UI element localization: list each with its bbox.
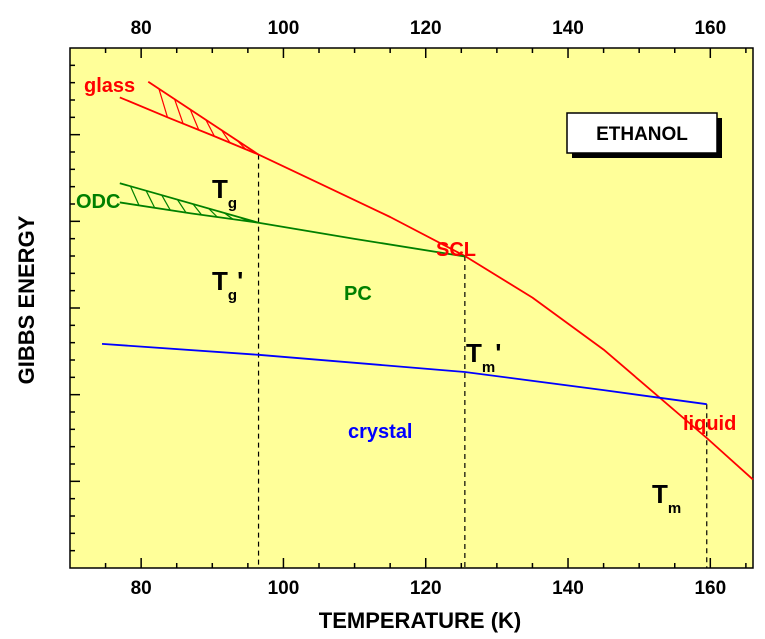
ODC-extrapolation-line: [119, 182, 259, 224]
x-tick-label-bottom: 100: [268, 578, 300, 599]
x-tick-labels-top: 80 100 120 140 160: [131, 18, 727, 39]
x-tick-label-bottom: 80: [131, 578, 152, 599]
liquid-label: liquid: [683, 413, 736, 435]
glass-extrapolation-line: [147, 81, 260, 156]
hatch-line: [205, 119, 215, 137]
x-tick-label-top: 120: [410, 18, 442, 39]
SCL-curve: [258, 153, 754, 481]
x-tick-label-bottom: 140: [552, 578, 584, 599]
x-tick-label-top: 140: [552, 18, 584, 39]
PC-curve: [258, 221, 466, 258]
hatch-line: [145, 190, 156, 209]
x-tick-label-top: 80: [131, 18, 152, 39]
y-axis-title: GIBBS ENERGY: [14, 215, 39, 384]
curves: [101, 81, 754, 481]
x-tick-labels-bottom: 80 100 120 140 160: [131, 578, 727, 599]
hatch-line: [221, 129, 231, 144]
transition-dashed-lines: [257, 154, 708, 568]
ODC-curve: [119, 201, 259, 224]
tg-label: Tg: [212, 174, 237, 212]
hatch-line: [174, 98, 184, 124]
glass-curve: [119, 96, 259, 156]
hatch-line: [161, 194, 171, 211]
hatch-line: [208, 208, 218, 218]
pc-label: PC: [344, 283, 372, 305]
crystal-label: crystal: [348, 421, 413, 443]
x-tick-label-bottom: 160: [694, 578, 726, 599]
hatch-line: [189, 109, 200, 131]
tm-label: Tm: [652, 479, 681, 517]
odc-label: ODC: [76, 191, 120, 213]
x-axis-title: TEMPERATURE (K): [319, 608, 521, 633]
x-tick-label-top: 160: [694, 18, 726, 39]
hatch-line: [176, 199, 187, 213]
hatch-line: [129, 185, 140, 206]
ethanol-label-box: ETHANOL: [566, 112, 722, 158]
glass-label: glass: [84, 75, 135, 97]
ethanol-label: ETHANOL: [596, 124, 688, 145]
axis-ticks: [70, 48, 747, 568]
x-tick-label-top: 100: [268, 18, 300, 39]
tm-prime-label: Tm': [466, 338, 501, 376]
crystal-curve: [101, 342, 707, 406]
hatch-line: [158, 88, 169, 118]
scl-label: SCL: [436, 239, 476, 261]
tg-prime-label: Tg': [212, 266, 243, 304]
hatch-line: [192, 203, 203, 216]
x-tick-label-bottom: 120: [410, 578, 442, 599]
